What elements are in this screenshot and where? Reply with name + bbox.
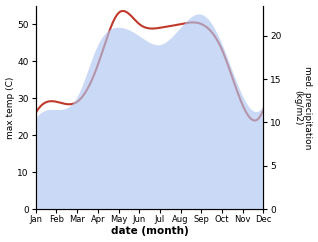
Y-axis label: max temp (C): max temp (C) bbox=[5, 76, 15, 138]
Y-axis label: med. precipitation
(kg/m2): med. precipitation (kg/m2) bbox=[293, 66, 313, 149]
X-axis label: date (month): date (month) bbox=[111, 227, 189, 236]
